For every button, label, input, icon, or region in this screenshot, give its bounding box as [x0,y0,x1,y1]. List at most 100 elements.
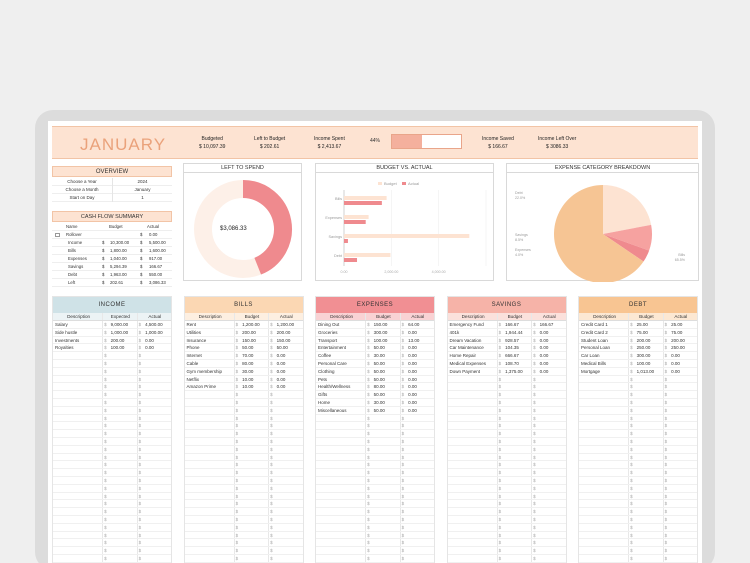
row-description[interactable] [316,438,365,445]
row-description[interactable] [185,469,234,476]
row-actual[interactable]: $ [531,492,565,500]
row-actual[interactable]: $ [531,430,565,437]
row-description[interactable] [53,469,102,476]
row-actual[interactable]: $ [662,398,697,406]
row-description[interactable] [316,485,365,492]
row-budget[interactable]: $ [102,469,136,476]
row-actual[interactable]: $ [662,500,697,508]
row-actual[interactable]: $0.00 [662,367,697,375]
row-budget[interactable]: $50.00 [365,406,399,414]
row-budget[interactable]: $ [628,531,662,539]
row-actual[interactable]: $ [531,500,565,508]
row-actual[interactable]: $25.00 [662,321,697,328]
row-description[interactable]: Entertainment [318,345,347,351]
row-actual[interactable]: $4,500.00 [136,321,171,328]
row-description[interactable] [316,477,365,484]
row-budget[interactable]: $928.57 [496,336,531,344]
row-budget[interactable]: $ [628,445,662,453]
row-description[interactable] [53,485,102,492]
row-budget[interactable]: $ [102,391,136,398]
row-budget[interactable]: $ [628,515,662,523]
row-description[interactable]: Utilities [186,329,202,335]
row-description[interactable] [185,407,234,414]
row-actual[interactable]: $ [268,406,302,414]
row-actual[interactable]: $0.00 [399,359,434,367]
row-budget[interactable]: $ [102,500,136,508]
row-actual[interactable]: $0.00 [399,367,434,375]
row-budget[interactable]: $ [233,531,268,539]
row-budget[interactable]: $ [496,469,531,476]
row-actual[interactable]: $ [399,531,434,539]
row-description[interactable] [53,524,102,531]
row-budget[interactable]: $ [365,554,399,562]
row-budget[interactable]: $30.00 [233,367,268,375]
row-budget[interactable]: $200.00 [102,336,136,344]
row-description[interactable]: Investments [55,337,80,343]
row-description[interactable] [579,508,628,515]
row-budget[interactable]: $10.00 [233,383,268,391]
row-budget[interactable]: $ [102,531,136,539]
row-actual[interactable]: $ [399,430,434,437]
row-budget[interactable]: $104.35 [496,344,531,352]
row-actual[interactable]: $ [136,476,171,484]
row-actual[interactable]: $0.00 [399,344,434,352]
row-description[interactable]: Rent [186,322,197,327]
row-actual[interactable]: $ [662,508,697,515]
row-description[interactable] [316,461,365,468]
row-description[interactable] [316,555,365,562]
row-budget[interactable]: $ [233,554,268,562]
row-description[interactable] [53,493,102,500]
row-actual[interactable]: $50.00 [268,344,302,352]
row-actual[interactable]: $ [399,547,434,554]
row-description[interactable] [579,415,628,422]
row-actual[interactable]: $0.00 [531,352,565,359]
row-budget[interactable]: $ [628,422,662,430]
row-description[interactable] [579,422,628,429]
row-description[interactable] [579,376,628,383]
row-description[interactable] [579,438,628,445]
row-description[interactable] [53,547,102,554]
row-description[interactable]: Groceries [318,329,338,335]
row-description[interactable] [579,524,628,531]
row-actual[interactable]: $ [531,461,565,469]
row-description[interactable]: Royalties [55,345,74,351]
row-actual[interactable]: $0.00 [531,367,565,375]
row-actual[interactable]: $150.00 [268,336,302,344]
row-actual[interactable]: $ [136,414,171,422]
row-actual[interactable]: $200.00 [662,336,697,344]
row-actual[interactable]: $ [136,515,171,523]
row-actual[interactable]: $ [662,445,697,453]
row-description[interactable]: 401k [449,329,460,335]
row-actual[interactable]: $ [136,391,171,398]
row-description[interactable]: Mortgage [581,368,601,374]
row-description[interactable] [53,422,102,429]
row-description[interactable] [185,461,234,468]
row-actual[interactable]: $ [531,414,565,422]
row-description[interactable] [185,532,234,539]
row-description[interactable] [185,555,234,562]
row-actual[interactable]: $ [662,492,697,500]
row-budget[interactable]: $ [365,547,399,554]
row-description[interactable]: Student Loan [581,337,608,343]
row-actual[interactable]: $ [662,375,697,383]
row-budget[interactable]: $ [628,430,662,437]
row-description[interactable] [53,438,102,445]
row-description[interactable] [185,493,234,500]
row-budget[interactable]: $ [365,437,399,445]
row-budget[interactable]: $ [628,375,662,383]
row-budget[interactable]: $ [233,515,268,523]
row-actual[interactable]: $ [268,414,302,422]
row-actual[interactable]: $0.00 [268,359,302,367]
row-budget[interactable]: $ [233,500,268,508]
row-budget[interactable]: $ [233,430,268,437]
row-actual[interactable]: $ [136,352,171,359]
row-description[interactable] [185,539,234,546]
row-actual[interactable]: $ [399,523,434,531]
row-actual[interactable]: $ [662,539,697,547]
row-actual[interactable]: $ [399,500,434,508]
row-budget[interactable]: $ [365,461,399,469]
row-actual[interactable]: $ [268,531,302,539]
row-budget[interactable]: $ [102,359,136,367]
row-actual[interactable]: $0.00 [531,336,565,344]
row-description[interactable] [448,469,497,476]
